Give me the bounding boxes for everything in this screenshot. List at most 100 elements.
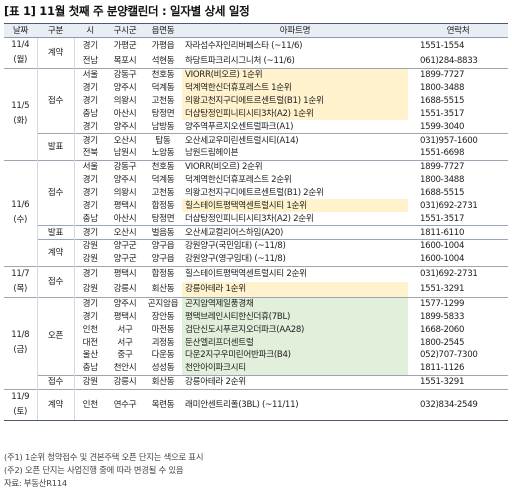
table-row: 대전 서구 괴정동 둔산엘리프더센트럴 1800-2545	[4, 336, 508, 350]
district-cell: 목포시	[113, 55, 137, 66]
district-cell: 가평군	[106, 37, 144, 53]
apartment-name-cell: 곤지암역제일풍경채	[182, 296, 408, 311]
apartment-name-cell: 천안아이파크시티	[182, 361, 408, 376]
district-cell: 평택시	[106, 265, 144, 282]
phone-cell: 1668-2060	[420, 324, 465, 335]
district-cell: 강릉시	[113, 284, 137, 295]
district-cell: 중구	[117, 350, 133, 361]
apartment-name-cell: 다운2지구우미린어반파크(B4)	[182, 349, 408, 362]
date-cell: 11/6 (수)	[4, 159, 38, 267]
footnote-2: (주2) 오픈 단지는 사업진행 중에 따라 변경될 수 있음	[4, 465, 184, 475]
city-cell: 경기	[82, 200, 99, 211]
town-cell: 노암동	[151, 148, 175, 159]
column-header: 읍면동	[144, 23, 182, 38]
apartment-name-cell: 평택브레인시티한신더휴(7BL)	[182, 310, 408, 324]
district-cell: 양구군	[106, 238, 144, 253]
table-title: [표 1] 11월 첫째 주 분양캘린더 : 일자별 상세 일정	[4, 4, 250, 18]
category-cell: 접수	[37, 265, 75, 298]
district-cell: 천안시	[113, 363, 137, 374]
town-cell: 합정동	[144, 265, 182, 282]
district-cell: 서구	[117, 324, 133, 335]
town-cell: 옥련동	[144, 388, 182, 421]
category-cell: 계약	[37, 238, 75, 267]
city-cell: 경기	[74, 225, 106, 240]
phone-cell: 052)707-7300	[420, 350, 478, 361]
town-cell: 양구읍	[144, 238, 182, 253]
footnote-1: (주1) 1순위 청약접수 및 견본주택 오픈 단지는 색으로 표시	[4, 452, 204, 462]
city-cell: 울산	[82, 350, 99, 361]
table-row: 강원 양구군 양구읍 강원양구(영구임대) (~11/8) 1600-1004	[4, 253, 508, 266]
apartment-name-cell: 둔산엘리프더센트럴	[182, 336, 408, 350]
phone-cell: 1599-3040	[420, 121, 465, 132]
district-cell: 양구군	[113, 254, 137, 265]
category-cell: 계약	[37, 37, 75, 69]
table-header-row: 날짜 구분 시 구시군 읍면동 아파트명 연락처	[4, 23, 508, 38]
apartment-name-cell: 양주역푸르지오센트럴파크(A1)	[185, 121, 294, 132]
table-row: 11/7 (목) 접수 경기 평택시 합정동 힐스테이트평택역센트럴시티 2순위 031)6…	[4, 265, 508, 298]
phone-cell: 1811-6110	[408, 225, 508, 240]
town-cell: 고천동	[151, 96, 175, 107]
city-cell: 경기	[74, 296, 106, 311]
table-row: 계약 강원 양구군 양구읍 강원양구(국민임대) (~11/8) 1600-1004	[4, 238, 508, 267]
table-row: 충남 천안시 성성동 천안아이파크시티 1811-1126	[4, 361, 508, 376]
date-cell: 11/5 (화)	[4, 68, 38, 161]
town-cell: 마전동	[151, 324, 175, 335]
apartment-name-cell: 의왕고천지구디에트르센트럴(B1) 1순위	[182, 94, 408, 108]
apartment-name-cell: VIORR(비오르) 1순위	[182, 67, 408, 82]
town-cell: 남방동	[151, 121, 175, 132]
phone-cell: 1811-1126	[420, 363, 465, 374]
date-cell: 11/7 (목)	[4, 265, 38, 298]
district-cell: 강릉시	[106, 374, 144, 390]
apartment-name-cell: 더샵탕정인피니티시티3차(A2) 2순위	[185, 213, 314, 224]
table-row: 경기 평택시 장안동 평택브레인시티한신더휴(7BL) 1899-5833	[4, 310, 508, 324]
town-cell: 양구읍	[151, 254, 175, 265]
phone-cell: 1551-1554	[408, 37, 508, 53]
table-row: 울산 중구 다운동 다운2지구우미린어반파크(B4) 052)707-7300	[4, 349, 508, 362]
town-cell: 합정동	[151, 200, 175, 211]
table-row: 발표 경기 오산시 탑동 오산세교우미린센트럴시티(A14) 031)957-1600	[4, 133, 508, 161]
column-header: 아파트명	[182, 23, 408, 38]
district-cell: 평택시	[113, 200, 137, 211]
district-cell: 양주시	[106, 296, 144, 311]
apartment-name-cell: 의왕고천지구디에트르센트럴(B1) 2순위	[185, 188, 324, 199]
town-cell: 다운동	[151, 350, 175, 361]
city-cell: 전남	[82, 55, 99, 66]
apartment-name-cell: 오산세교우미린센트럴시티(A14)	[182, 133, 408, 148]
table-row: 경기 의왕시 고천동 의왕고천지구디에트르센트럴(B1) 2순위 1688-5515	[4, 187, 508, 200]
category-cell: 발표	[37, 225, 75, 240]
city-cell: 경기	[82, 188, 99, 199]
apartment-name-cell: 오산세교컬리어스하임(A20)	[182, 225, 408, 240]
city-cell: 강원	[82, 254, 99, 265]
phone-cell: 1600-1004	[408, 238, 508, 253]
category-cell: 발표	[37, 133, 75, 161]
city-cell: 충남	[82, 108, 99, 119]
city-cell: 경기	[82, 96, 99, 107]
table-row: 전북 남원시 노암동 남원드림헤이븐 1551-6698	[4, 147, 508, 160]
phone-cell: 1688-5515	[420, 188, 465, 199]
category-cell: 계약	[37, 388, 75, 421]
city-cell: 경기	[74, 265, 106, 282]
phone-cell: 031)692-2731	[420, 200, 478, 211]
town-cell: 천호동	[144, 159, 182, 174]
table-row: 11/4 (월) 계약 경기 가평군 가평읍 자라섬수자인리버페스타 (~11/6) 155…	[4, 37, 508, 69]
column-header: 연락처	[408, 23, 508, 38]
district-cell: 평택시	[113, 311, 137, 322]
city-cell: 강원	[74, 238, 106, 253]
phone-cell: 031)957-1600	[408, 133, 508, 148]
category-cell: 접수	[37, 67, 75, 134]
column-header: 날짜	[4, 23, 37, 38]
phone-cell: 061)284-8833	[420, 55, 478, 66]
town-cell: 회산동	[144, 374, 182, 390]
table-row: 전남 목포시 석현동 하당트파크리시그니처 (~11/6) 061)284-8833	[4, 53, 508, 69]
town-cell: 곤지암읍	[144, 296, 182, 311]
apartment-name-cell: VIORR(비오르) 2순위	[182, 159, 408, 174]
district-cell: 아산시	[113, 213, 137, 224]
city-cell: 인천	[74, 388, 106, 421]
column-header: 구시군	[106, 23, 144, 38]
apartment-name-cell: 강원양구(국민임대) (~11/8)	[182, 238, 408, 253]
city-cell: 충남	[82, 213, 99, 224]
table-row: 11/5 (화) 접수 서울 강동구 천호동 VIORR(비오르) 1순위 1899-772…	[4, 67, 508, 161]
phone-cell: 1800-3488	[420, 83, 465, 94]
district-cell: 의왕시	[113, 188, 137, 199]
category-cell: 접수	[37, 374, 75, 390]
